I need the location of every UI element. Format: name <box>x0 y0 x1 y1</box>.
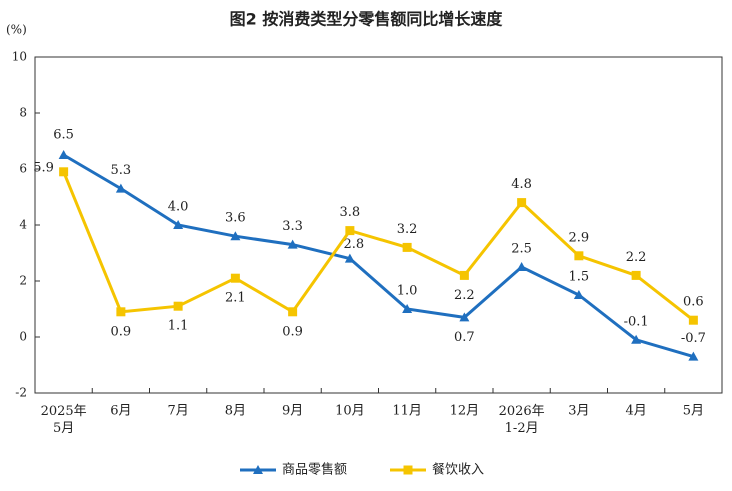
y-tick-label: 0 <box>19 330 27 344</box>
marker <box>459 312 470 322</box>
data-label: 0.6 <box>683 295 704 310</box>
marker <box>115 183 126 193</box>
marker <box>287 239 298 249</box>
x-tick-label: 5月 <box>683 404 704 419</box>
marker <box>688 315 698 325</box>
data-label: 3.6 <box>225 211 246 226</box>
x-tick-label: 3月 <box>568 404 589 419</box>
marker <box>288 307 298 317</box>
x-tick-label: 11月 <box>392 404 422 419</box>
marker <box>402 304 413 313</box>
data-label: 4.8 <box>511 177 532 192</box>
y-tick-label: 8 <box>19 106 27 120</box>
x-tick-label: 12月 <box>450 404 480 419</box>
data-label: 0.7 <box>454 330 475 345</box>
y-tick-label: 2 <box>19 274 27 288</box>
x-tick-label: 8月 <box>225 404 246 419</box>
x-tick-label: 4月 <box>625 404 646 419</box>
data-label: 2.5 <box>511 242 532 257</box>
data-label: 2.2 <box>454 288 475 303</box>
data-label: 3.3 <box>282 219 303 234</box>
legend-marker <box>253 465 263 474</box>
data-label: 2.9 <box>569 230 590 245</box>
data-label: 5.3 <box>111 163 132 178</box>
x-tick-label: 9月 <box>282 404 303 419</box>
plot-frame <box>34 56 723 394</box>
marker <box>173 220 184 229</box>
x-tick-label: 2026年 1-2月 <box>499 404 545 436</box>
data-label: -0.1 <box>624 314 649 329</box>
data-label: 5.9 <box>33 160 54 175</box>
y-tick-label: 4 <box>19 218 27 232</box>
series-line <box>62 171 695 322</box>
data-label: 2.2 <box>626 250 647 265</box>
data-label: 3.2 <box>397 222 418 237</box>
marker <box>59 167 69 177</box>
marker <box>402 242 412 252</box>
data-label: 3.8 <box>340 205 361 220</box>
chart-title: 图2 按消费类型分零售额同比增长速度 <box>230 10 504 29</box>
marker <box>344 253 355 263</box>
marker <box>573 290 584 299</box>
series-line <box>62 153 694 359</box>
data-label: 0.9 <box>111 324 132 339</box>
marker <box>516 262 527 271</box>
x-tick-label: 2025年 5月 <box>41 404 87 436</box>
legend-marker <box>403 465 413 475</box>
data-label: 1.5 <box>569 270 590 285</box>
data-label: 6.5 <box>53 128 74 143</box>
data-label: -0.7 <box>681 331 706 346</box>
marker <box>688 351 699 361</box>
marker <box>230 231 241 241</box>
marker <box>631 334 642 344</box>
marker <box>631 270 641 280</box>
marker <box>230 273 240 283</box>
legend-label: 商品零售额 <box>282 462 347 478</box>
marker <box>459 270 469 280</box>
marker <box>58 150 69 159</box>
x-tick-label: 7月 <box>167 404 188 419</box>
legend-label: 餐饮收入 <box>432 462 484 478</box>
data-label: 4.0 <box>168 200 189 215</box>
marker <box>517 198 527 208</box>
marker <box>116 307 126 317</box>
data-label: 2.8 <box>344 237 365 252</box>
data-label: 0.9 <box>282 324 303 339</box>
marker <box>173 301 183 311</box>
data-label: 2.1 <box>225 291 246 306</box>
data-label: 1.0 <box>397 284 418 299</box>
y-unit: (%) <box>6 23 27 37</box>
data-label: 1.1 <box>168 319 189 334</box>
y-tick-label: 6 <box>19 162 27 176</box>
y-tick-label: -2 <box>15 386 27 400</box>
x-tick-label: 10月 <box>335 404 365 419</box>
y-tick-label: 10 <box>12 50 27 64</box>
x-tick-label: 6月 <box>110 404 131 419</box>
marker <box>574 251 584 261</box>
marker <box>345 226 355 236</box>
